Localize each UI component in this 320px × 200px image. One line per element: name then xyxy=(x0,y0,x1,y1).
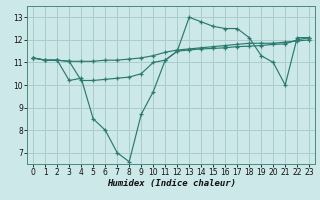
X-axis label: Humidex (Indice chaleur): Humidex (Indice chaleur) xyxy=(107,179,236,188)
